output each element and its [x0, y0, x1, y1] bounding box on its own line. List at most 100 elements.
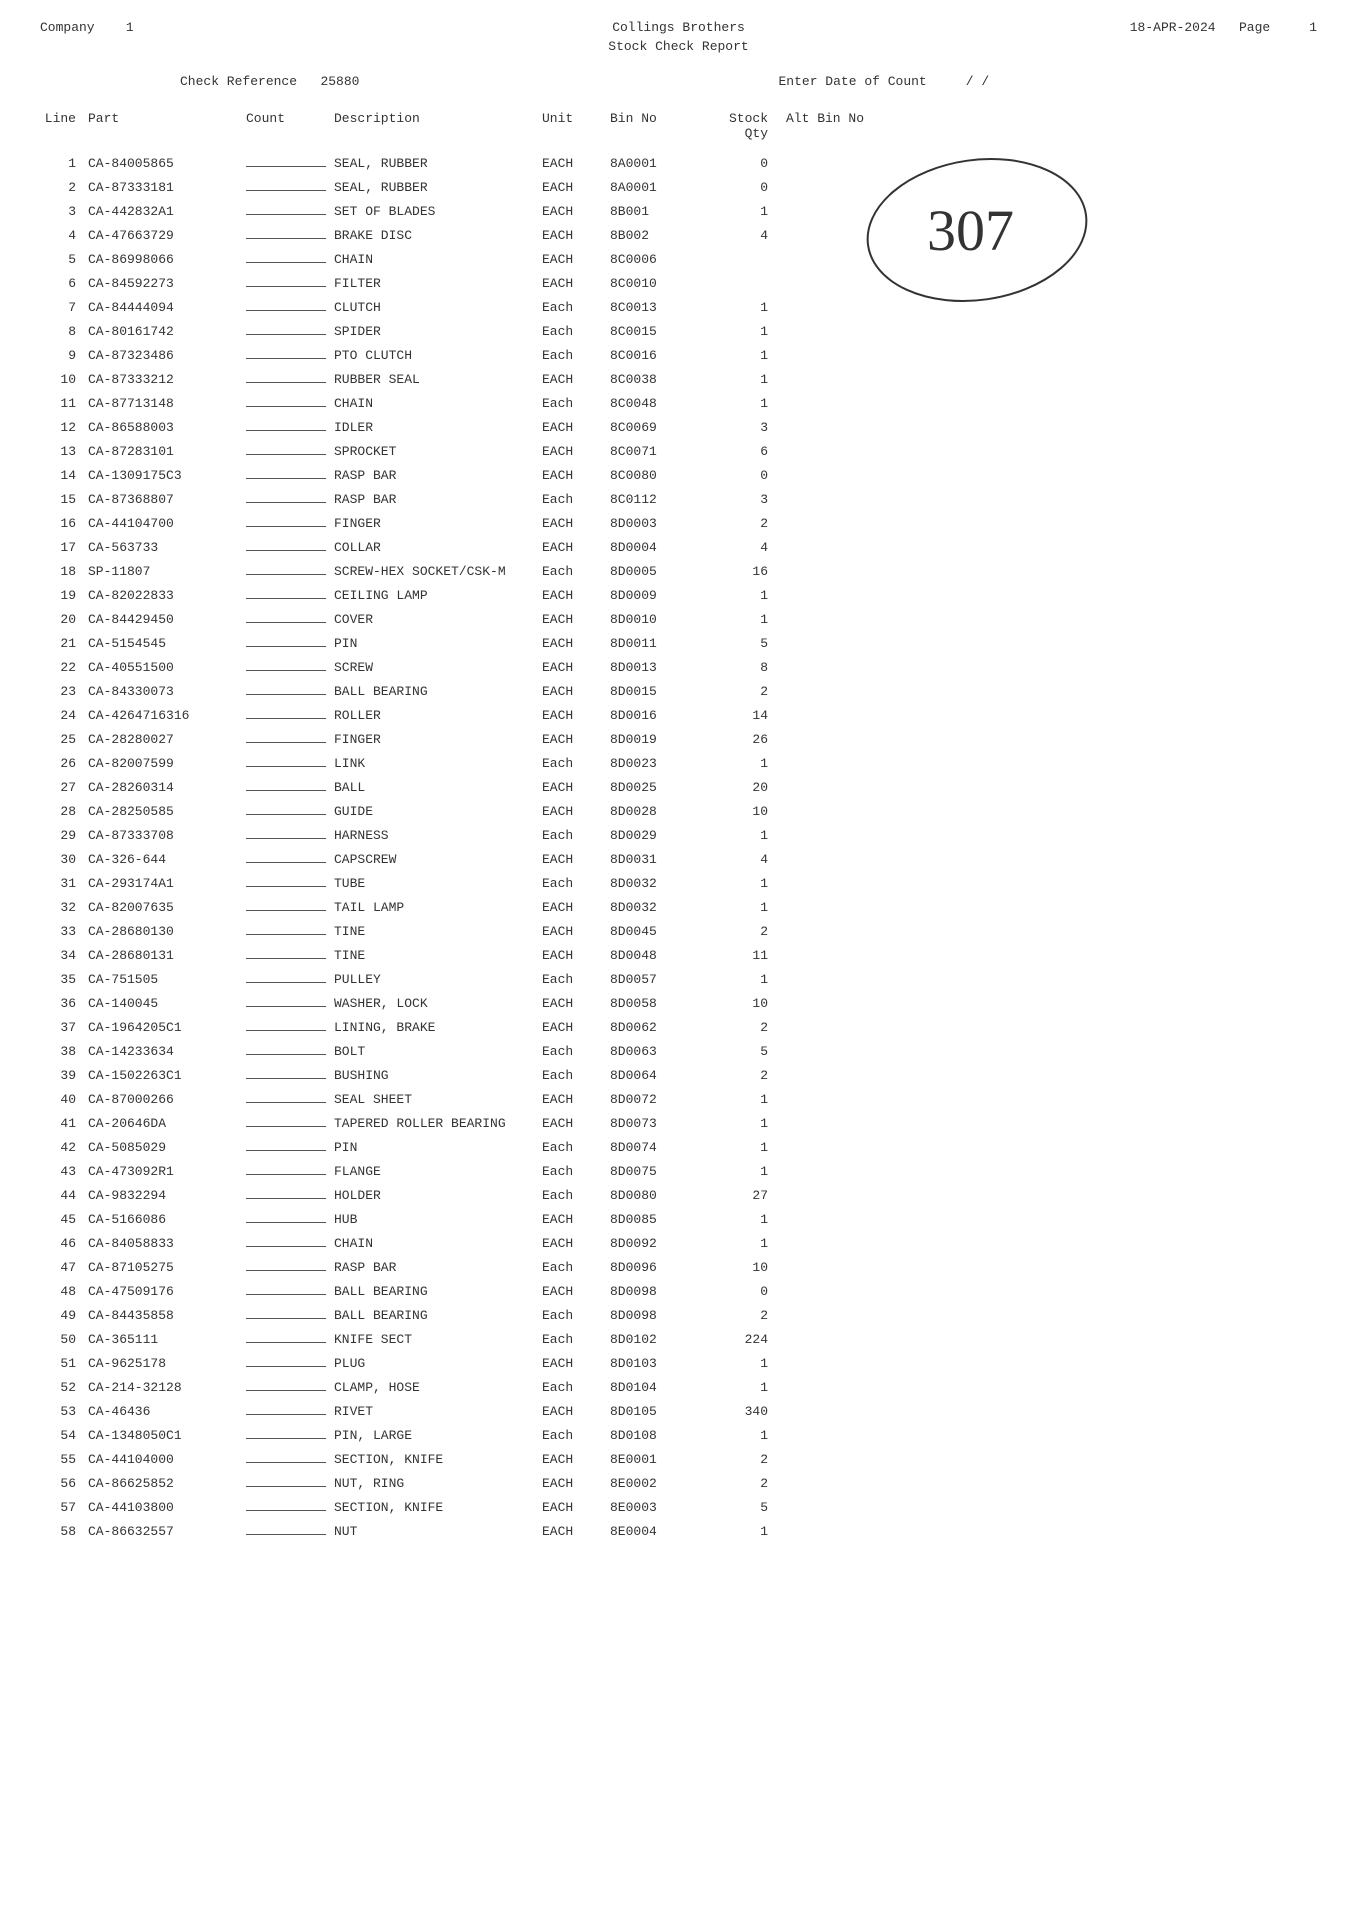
cell-count-blank[interactable]	[246, 1137, 326, 1151]
cell-unit: Each	[542, 1332, 602, 1347]
cell-count-blank[interactable]	[246, 609, 326, 623]
cell-count-blank[interactable]	[246, 1041, 326, 1055]
cell-count-blank[interactable]	[246, 921, 326, 935]
cell-count-blank[interactable]	[246, 1281, 326, 1295]
cell-unit: EACH	[542, 1092, 602, 1107]
cell-line: 48	[40, 1284, 80, 1299]
cell-stock: 340	[698, 1404, 778, 1419]
cell-count-blank[interactable]	[246, 945, 326, 959]
cell-bin: 8D0098	[610, 1308, 690, 1323]
cell-count-blank[interactable]	[246, 657, 326, 671]
cell-count-blank[interactable]	[246, 1449, 326, 1463]
cell-bin: 8E0002	[610, 1476, 690, 1491]
cell-part: SP-11807	[88, 564, 238, 579]
cell-unit: Each	[542, 1308, 602, 1323]
table-row: 46CA-84058833CHAINEACH8D00921	[40, 1229, 1317, 1253]
cell-description: CLUTCH	[334, 300, 534, 315]
cell-count-blank[interactable]	[246, 1329, 326, 1343]
cell-part: CA-44103800	[88, 1500, 238, 1515]
cell-count-blank[interactable]	[246, 993, 326, 1007]
cell-count-blank[interactable]	[246, 561, 326, 575]
cell-count-blank[interactable]	[246, 1353, 326, 1367]
cell-part: CA-751505	[88, 972, 238, 987]
cell-count-blank[interactable]	[246, 873, 326, 887]
cell-count-blank[interactable]	[246, 369, 326, 383]
cell-count-blank[interactable]	[246, 249, 326, 263]
cell-count-blank[interactable]	[246, 1473, 326, 1487]
cell-count-blank[interactable]	[246, 1185, 326, 1199]
cell-count-blank[interactable]	[246, 1065, 326, 1079]
table-row: 24CA-4264716316ROLLEREACH8D001614	[40, 701, 1317, 725]
cell-count-blank[interactable]	[246, 465, 326, 479]
cell-unit: EACH	[542, 1116, 602, 1131]
table-row: 10CA-87333212RUBBER SEALEACH8C00381	[40, 365, 1317, 389]
cell-count-blank[interactable]	[246, 1161, 326, 1175]
cell-count-blank[interactable]	[246, 1521, 326, 1535]
cell-count-blank[interactable]	[246, 897, 326, 911]
cell-count-blank[interactable]	[246, 297, 326, 311]
cell-count-blank[interactable]	[246, 441, 326, 455]
cell-count-blank[interactable]	[246, 585, 326, 599]
cell-unit: EACH	[542, 1236, 602, 1251]
cell-count-blank[interactable]	[246, 393, 326, 407]
cell-count-blank[interactable]	[246, 177, 326, 191]
cell-description: SCREW-HEX SOCKET/CSK-M	[334, 564, 534, 579]
cell-count-blank[interactable]	[246, 801, 326, 815]
cell-count-blank[interactable]	[246, 153, 326, 167]
cell-count-blank[interactable]	[246, 537, 326, 551]
cell-bin: 8D0057	[610, 972, 690, 987]
cell-count-blank[interactable]	[246, 1017, 326, 1031]
cell-count-blank[interactable]	[246, 633, 326, 647]
cell-stock: 1	[698, 900, 778, 915]
cell-count-blank[interactable]	[246, 1089, 326, 1103]
cell-part: CA-20646DA	[88, 1116, 238, 1131]
cell-count-blank[interactable]	[246, 969, 326, 983]
table-row: 29CA-87333708HARNESSEach8D00291	[40, 821, 1317, 845]
cell-count-blank[interactable]	[246, 753, 326, 767]
cell-unit: Each	[542, 828, 602, 843]
cell-part: CA-47509176	[88, 1284, 238, 1299]
cell-count-blank[interactable]	[246, 1305, 326, 1319]
cell-stock: 0	[698, 180, 778, 195]
cell-count-blank[interactable]	[246, 225, 326, 239]
cell-count-blank[interactable]	[246, 705, 326, 719]
cell-line: 1	[40, 156, 80, 171]
cell-part: CA-28250585	[88, 804, 238, 819]
table-row: 50CA-365111KNIFE SECTEach8D0102224	[40, 1325, 1317, 1349]
cell-count-blank[interactable]	[246, 681, 326, 695]
cell-count-blank[interactable]	[246, 777, 326, 791]
cell-count-blank[interactable]	[246, 1497, 326, 1511]
cell-count-blank[interactable]	[246, 849, 326, 863]
cell-stock: 5	[698, 1044, 778, 1059]
table-row: 1CA-84005865SEAL, RUBBEREACH8A00010	[40, 149, 1317, 173]
cell-count-blank[interactable]	[246, 1233, 326, 1247]
cell-bin: 8B002	[610, 228, 690, 243]
cell-count-blank[interactable]	[246, 513, 326, 527]
cell-stock: 5	[698, 1500, 778, 1515]
cell-count-blank[interactable]	[246, 201, 326, 215]
cell-count-blank[interactable]	[246, 273, 326, 287]
cell-count-blank[interactable]	[246, 1377, 326, 1391]
cell-count-blank[interactable]	[246, 489, 326, 503]
cell-line: 7	[40, 300, 80, 315]
cell-count-blank[interactable]	[246, 825, 326, 839]
cell-unit: Each	[542, 1188, 602, 1203]
cell-stock: 1	[698, 612, 778, 627]
cell-count-blank[interactable]	[246, 1401, 326, 1415]
table-row: 11CA-87713148CHAINEach8C00481	[40, 389, 1317, 413]
cell-count-blank[interactable]	[246, 729, 326, 743]
table-row: 33CA-28680130TINEEACH8D00452	[40, 917, 1317, 941]
cell-bin: 8B001	[610, 204, 690, 219]
cell-count-blank[interactable]	[246, 1257, 326, 1271]
table-row: 2CA-87333181SEAL, RUBBEREACH8A00010	[40, 173, 1317, 197]
cell-part: CA-84435858	[88, 1308, 238, 1323]
cell-description: ROLLER	[334, 708, 534, 723]
cell-count-blank[interactable]	[246, 345, 326, 359]
cell-stock: 2	[698, 516, 778, 531]
cell-count-blank[interactable]	[246, 321, 326, 335]
cell-count-blank[interactable]	[246, 1425, 326, 1439]
cell-count-blank[interactable]	[246, 417, 326, 431]
cell-count-blank[interactable]	[246, 1113, 326, 1127]
cell-count-blank[interactable]	[246, 1209, 326, 1223]
cell-part: CA-1502263C1	[88, 1068, 238, 1083]
